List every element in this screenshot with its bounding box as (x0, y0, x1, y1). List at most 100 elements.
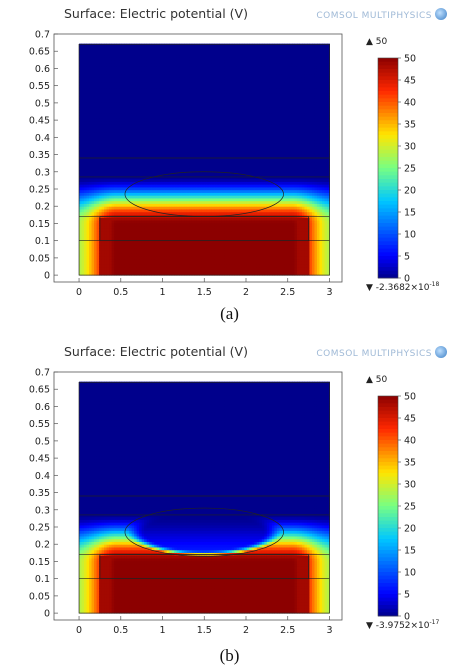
field-cell (154, 162, 158, 166)
field-cell (221, 49, 225, 53)
field-cell (109, 107, 113, 111)
field-cell (94, 129, 98, 133)
field-cell (96, 236, 100, 240)
field-cell (106, 159, 110, 163)
field-cell (124, 220, 128, 224)
field-cell (116, 109, 120, 114)
field-cell (164, 217, 168, 221)
field-cell (91, 120, 95, 125)
field-cell (91, 173, 95, 177)
field-cell (104, 181, 108, 185)
field-cell (191, 247, 195, 251)
field-cell (171, 231, 175, 235)
field-cell (79, 76, 83, 80)
field-cell (221, 159, 225, 163)
field-cell (146, 93, 150, 97)
field-cell (104, 145, 108, 149)
field-cell (156, 115, 160, 119)
field-cell (91, 151, 95, 155)
field-cell (186, 104, 190, 108)
field-cell (186, 272, 190, 276)
field-cell (204, 242, 208, 246)
field-cell (91, 261, 95, 265)
field-cell (201, 247, 205, 251)
field-cell (164, 197, 168, 202)
field-cell (111, 73, 115, 78)
field-cell (91, 217, 95, 221)
field-cell (196, 153, 200, 158)
field-cell (141, 76, 145, 80)
field-cell (224, 266, 228, 271)
field-cell (169, 148, 173, 152)
field-cell (124, 93, 128, 97)
field-cell (111, 175, 115, 180)
field-cell (131, 84, 135, 89)
field-cell (176, 123, 180, 127)
field-cell (156, 189, 160, 193)
field-cell (134, 54, 138, 58)
field-cell (189, 233, 193, 238)
field-cell (171, 261, 175, 265)
field-cell (164, 162, 168, 166)
field-cell (94, 120, 98, 125)
field-cell (174, 253, 178, 257)
field-cell (116, 57, 120, 61)
field-cell (161, 115, 165, 119)
field-cell (114, 217, 118, 221)
field-cell (154, 253, 158, 257)
field-cell (201, 126, 205, 130)
field-cell (186, 244, 190, 249)
field-cell (174, 120, 178, 125)
field-cell (99, 79, 103, 83)
field-cell (181, 104, 185, 108)
field-cell (156, 195, 160, 199)
field-cell (214, 71, 218, 75)
field-cell (194, 129, 198, 133)
field-cell (174, 62, 178, 67)
field-cell (119, 159, 123, 163)
field-cell (84, 189, 88, 193)
field-cell (214, 79, 218, 83)
field-cell (214, 175, 218, 180)
field-cell (199, 258, 203, 262)
field-cell (194, 98, 198, 103)
field-cell (176, 129, 180, 133)
field-cell (216, 49, 220, 53)
field-cell (136, 192, 140, 196)
field-cell (214, 104, 218, 108)
field-cell (191, 120, 195, 125)
field-cell (144, 123, 148, 127)
field-cell (176, 54, 180, 58)
field-cell (174, 140, 178, 144)
field-cell (199, 222, 203, 227)
field-cell (141, 142, 145, 147)
field-cell (81, 203, 85, 207)
field-cell (99, 264, 103, 268)
field-cell (191, 236, 195, 240)
field-cell (84, 220, 88, 224)
field-cell (209, 173, 213, 177)
field-cell (129, 266, 133, 271)
field-cell (149, 134, 153, 138)
field-cell (189, 231, 193, 235)
field-cell (174, 96, 178, 100)
field-cell (189, 247, 193, 251)
field-cell (196, 76, 200, 80)
field-cell (144, 269, 148, 273)
field-cell (221, 145, 225, 149)
field-cell (101, 65, 105, 69)
field-cell (111, 186, 115, 191)
field-cell (134, 231, 138, 235)
field-cell (191, 261, 195, 265)
field-cell (151, 178, 155, 182)
field-cell (146, 60, 150, 64)
field-cell (196, 164, 200, 169)
field-cell (81, 233, 85, 238)
field-cell (79, 217, 83, 221)
field-cell (166, 178, 170, 182)
field-cell (219, 96, 223, 100)
field-cell (191, 134, 195, 138)
field-cell (189, 137, 193, 141)
field-cell (129, 115, 133, 119)
field-cell (146, 266, 150, 271)
